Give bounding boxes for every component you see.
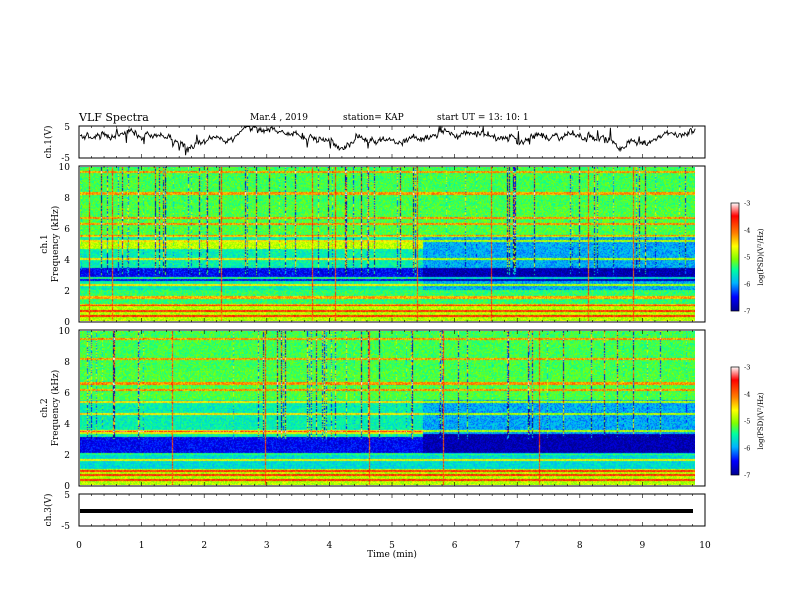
ch3-waveform-line (80, 509, 693, 513)
ch1-ytick-bottom: -5 (61, 154, 70, 164)
spec1-ytick-8: 8 (64, 194, 70, 204)
colorbar-tick-label: -5 (744, 418, 750, 426)
date-label: Mar.4 , 2019 (250, 113, 308, 123)
spec2-ytick-6: 6 (64, 389, 70, 399)
ch2-spec-ylabel: Frequency (kHz) (50, 370, 61, 447)
colorbar-tick-label: -3 (744, 200, 750, 208)
x-tick-label: 1 (139, 541, 145, 551)
spec2-ytick-8: 8 (64, 358, 70, 368)
x-tick-label: 9 (640, 541, 646, 551)
colorbar-2-label: log(PSD)(V²/Hz) (757, 392, 765, 449)
station-label: station= KAP (343, 113, 404, 123)
ch1-waveform-line (79, 125, 696, 156)
x-tick-label: 4 (327, 541, 333, 551)
colorbar-tick-label: -5 (744, 254, 750, 262)
ch3-ylabel: ch.3(V) (43, 494, 54, 527)
x-tick-label: 10 (699, 541, 711, 551)
x-tick-label: 3 (264, 541, 270, 551)
colorbar-tick-label: -7 (744, 308, 750, 316)
ch2-spectrogram-image (80, 331, 695, 485)
ch1-spec-ylabel: Frequency (kHz) (50, 206, 61, 283)
ch1-spectrogram-image (80, 167, 695, 321)
x-tick-label: 0 (76, 541, 82, 551)
x-tick-label: 5 (389, 541, 395, 551)
colorbar-tick-label: -7 (744, 472, 750, 480)
ch3-ytick-bottom: -5 (61, 522, 70, 532)
x-tick-label: 6 (452, 541, 458, 551)
ch1-ytick-top: 5 (64, 123, 70, 133)
spec1-ytick-10: 10 (59, 163, 71, 173)
start-time-label: start UT = 13: 10: 1 (437, 113, 529, 123)
x-tick-label: 7 (514, 541, 520, 551)
colorbar-2 (730, 366, 740, 476)
ch1-waveform-frame (78, 125, 706, 159)
colorbar-tick-label: -3 (744, 364, 750, 372)
colorbar-tick-label: -6 (744, 281, 750, 289)
spec1-ytick-0: 0 (64, 318, 70, 328)
spec2-ytick-10: 10 (59, 327, 71, 337)
colorbar-tick-label: -4 (744, 227, 750, 235)
colorbar-1-label: log(PSD)(V²/Hz) (757, 228, 765, 285)
x-tick-label: 2 (201, 541, 207, 551)
ch1-ylabel: ch.1(V) (43, 126, 54, 159)
ch1-spec-ylabel-top: ch.1 (40, 234, 50, 253)
spec2-ytick-4: 4 (64, 420, 70, 430)
spec2-ytick-2: 2 (64, 451, 70, 461)
figure-title: VLF Spectra (79, 111, 149, 124)
colorbar-tick-label: -6 (744, 445, 750, 453)
spec2-ytick-0: 0 (64, 482, 70, 492)
colorbar-tick-label: -4 (744, 391, 750, 399)
colorbar-ticks: -3 -4 -5 -6 -7 -3 -4 -5 -6 -7 (744, 200, 750, 480)
x-tick-label: 8 (577, 541, 583, 551)
ch2-spec-ylabel-top: ch.2 (40, 398, 50, 417)
spec1-ytick-6: 6 (64, 225, 70, 235)
x-axis-label: Time (min) (367, 549, 417, 560)
spec1-ytick-2: 2 (64, 287, 70, 297)
spec1-ytick-4: 4 (64, 256, 70, 266)
ch3-ytick-top: 5 (64, 491, 70, 501)
x-axis-ticks: 0 1 2 3 4 5 6 7 8 9 10 (76, 541, 711, 551)
colorbar-1 (730, 202, 740, 312)
frame-ticks (78, 126, 706, 526)
